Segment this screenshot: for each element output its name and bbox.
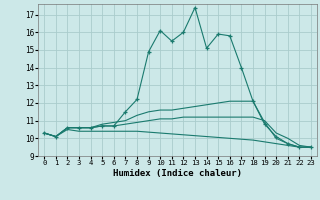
X-axis label: Humidex (Indice chaleur): Humidex (Indice chaleur) xyxy=(113,169,242,178)
